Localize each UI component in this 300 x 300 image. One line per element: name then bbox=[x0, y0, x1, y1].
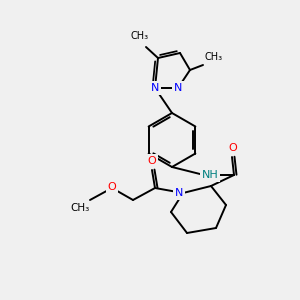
Text: CH₃: CH₃ bbox=[205, 52, 223, 62]
Text: N: N bbox=[174, 83, 182, 93]
Text: NH: NH bbox=[202, 170, 218, 180]
Text: O: O bbox=[148, 156, 156, 166]
Text: N: N bbox=[175, 188, 183, 198]
Text: CH₃: CH₃ bbox=[131, 31, 149, 41]
Text: N: N bbox=[151, 83, 159, 93]
Text: CH₃: CH₃ bbox=[70, 203, 90, 213]
Text: O: O bbox=[108, 182, 116, 192]
Text: O: O bbox=[229, 143, 237, 153]
